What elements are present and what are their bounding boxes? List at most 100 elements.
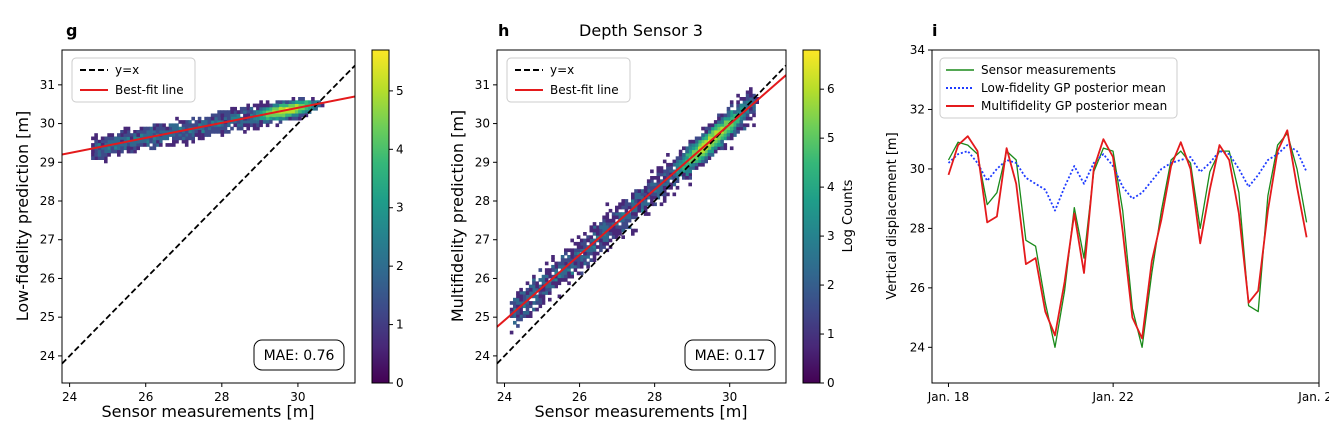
heatmap-cell [729,130,734,134]
heatmap-cell [564,258,568,262]
heatmap-cell [573,268,578,272]
heatmap-cell [646,212,651,216]
heatmap-cell [554,278,558,282]
heatmap-cell [729,100,734,104]
heatmap-cell [592,248,597,253]
heatmap-cell [535,281,539,286]
heatmap-cell [745,116,750,121]
heatmap-cell [583,255,587,259]
heatmap-cell [252,126,257,131]
heatmap-cell [162,130,166,134]
heatmap-cell [236,110,241,114]
heatmap-cell [149,139,153,144]
heatmap-cell [519,314,523,318]
heatmap-cell [155,123,160,128]
heatmap-cell [557,294,562,299]
heatmap-cell [650,195,654,200]
heatmap-cell [107,146,111,151]
heatmap-cell [576,245,581,249]
heatmap-cell [243,123,247,128]
heatmap-cell [146,130,150,134]
heatmap-cell [707,146,712,151]
heatmap-cell [698,139,702,144]
heatmap-cell [557,281,562,286]
heatmap-cell [611,232,616,236]
heatmap-cell [637,192,641,197]
heatmap-cell [100,136,105,141]
heatmap-cell [675,179,680,183]
heatmap-cell [291,116,296,121]
heatmap-cell [513,301,517,305]
heatmap-cell [129,146,134,151]
heatmap-cell [107,136,111,141]
heatmap-cell [627,205,632,210]
heatmap-cell [256,116,260,121]
heatmap-cell [579,271,584,276]
heatmap-cell [538,278,543,282]
heatmap-cell [627,215,632,220]
heatmap-cell [516,324,520,328]
heatmap-cell [129,136,134,141]
heatmap-cell [217,113,221,118]
heatmap-cell [688,172,692,177]
heatmap-cell [560,274,565,279]
heatmap-cell [104,136,108,141]
heatmap-cell [573,258,578,262]
heatmap-cell [207,116,212,121]
heatmap-cell [181,139,186,144]
heatmap-cell [557,278,562,282]
heatmap-cell [513,307,517,312]
heatmap-cell [621,199,625,203]
heatmap-cell [155,126,160,131]
heatmap-cell [701,139,705,144]
heatmap-cell [745,103,750,108]
heatmap-cell [656,169,661,174]
heatmap-cell [97,143,102,147]
heatmap-cell [733,133,737,137]
heatmap-cell [567,271,571,276]
heatmap-cell [223,110,228,114]
heatmap-cell [579,245,584,249]
heatmap-cell [104,156,108,160]
y-tick-label: 26 [40,271,55,285]
heatmap-cell [736,110,740,114]
heatmap-cell [560,258,565,262]
heatmap-cell [113,149,118,154]
heatmap-cell [710,126,715,131]
axis-ticks: Jan. 18 Jan. 22 Jan. 27 24 26 28 30 32 34 [910,43,1329,404]
heatmap-cell [285,116,289,121]
heatmap-cell [564,274,568,279]
heatmap-cell [653,189,657,193]
heatmap-cell [646,179,651,183]
heatmap-cell [579,255,584,259]
heatmap-cell [713,126,718,131]
heatmap-cell [621,222,625,226]
heatmap-cell [97,146,102,151]
heatmap-cell [223,126,228,131]
heatmap-cell [720,126,724,131]
heatmap-cell [532,278,536,282]
heatmap-cell [694,159,699,164]
heatmap-cell [653,195,657,200]
heatmap-cell [516,294,520,299]
y-tick-label: 27 [40,233,55,247]
heatmap-cell [694,143,699,147]
heatmap-cell [729,136,734,141]
heatmap-cell [713,120,718,124]
heatmap-cell [710,146,715,151]
heatmap-cell [275,100,280,104]
heatmap-cell [694,162,699,167]
heatmap-cell [602,235,606,239]
heatmap-cell [688,146,692,151]
legend-box [939,57,1178,119]
heatmap-cell [643,212,648,216]
heatmap-cell [666,192,670,197]
heatmap-cell [265,113,270,118]
heatmap-cell [159,123,163,128]
heatmap-cell [149,136,153,141]
heatmap-cell [621,205,625,210]
heatmap-cell [230,106,234,111]
heatmap-cell [256,123,260,128]
heatmap-cell [541,297,546,302]
heatmap-cell [301,110,305,114]
